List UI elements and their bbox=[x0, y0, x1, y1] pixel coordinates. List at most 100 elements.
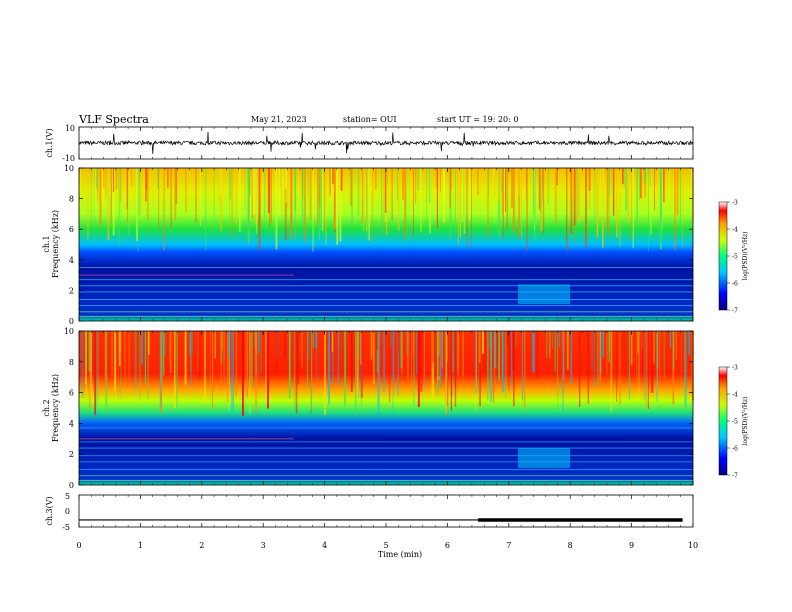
spectrogram-streak bbox=[593, 168, 595, 215]
spectrogram-streak bbox=[540, 168, 543, 231]
spectrogram-streak bbox=[246, 331, 248, 397]
spectrogram-streak bbox=[407, 331, 409, 379]
ch1-waveform-trace bbox=[78, 131, 694, 155]
spectrogram-streak bbox=[431, 331, 433, 397]
colorbar-tick-label: -5 bbox=[732, 419, 738, 426]
spectrogram-streak bbox=[235, 331, 237, 397]
spectrogram-streak bbox=[370, 168, 372, 190]
spectrogram-streak bbox=[556, 168, 557, 184]
spectrogram-streak bbox=[636, 168, 638, 227]
spectrogram-streak bbox=[420, 331, 423, 392]
spectrogram-streak bbox=[611, 168, 613, 194]
spectrogram-streak bbox=[351, 331, 353, 392]
spectrogram-streak bbox=[85, 331, 87, 394]
spectrogram-streak bbox=[441, 331, 443, 368]
spectrogram-streak bbox=[220, 168, 222, 196]
spectrogram-streak bbox=[355, 331, 357, 415]
spectrogram-streak bbox=[548, 168, 550, 205]
spectrogram-streak bbox=[642, 168, 644, 184]
spectrogram-streak bbox=[644, 331, 646, 401]
spectrogram-streak bbox=[625, 168, 627, 211]
spectrogram-streak bbox=[284, 168, 287, 190]
spectrogram-streak bbox=[158, 168, 160, 230]
spectrogram-streak bbox=[521, 168, 522, 237]
spectrogram-streak bbox=[432, 331, 434, 399]
spectrogram-streak bbox=[591, 331, 593, 371]
spectrogram-streak bbox=[511, 331, 513, 387]
spectrogram-streak bbox=[612, 168, 615, 216]
spectrogram-streak bbox=[438, 331, 440, 377]
spectrogram-streak bbox=[593, 331, 595, 388]
spectrogram-streak bbox=[518, 168, 521, 197]
spectrogram-streak bbox=[254, 168, 256, 214]
signal-patch bbox=[518, 448, 571, 469]
x-axis-label: Time (min) bbox=[378, 550, 422, 559]
spectrogram-streak bbox=[500, 168, 503, 184]
spectrogram-streak bbox=[587, 331, 589, 348]
spectrogram-streak bbox=[199, 331, 201, 380]
spectrogram-streak bbox=[337, 331, 340, 386]
spectrogram-streak bbox=[316, 331, 318, 380]
spectrogram-streak bbox=[513, 331, 515, 407]
spectrogram-streak bbox=[463, 168, 465, 232]
spectrogram-streak bbox=[88, 331, 91, 371]
spectrogram-streak bbox=[256, 168, 257, 234]
colorbar-ch2: -3 -4 -5 -6 -7 log(PSD)(V²/Hz) bbox=[718, 365, 749, 480]
spectrogram-streak bbox=[245, 331, 246, 409]
spectrogram-streak bbox=[160, 331, 163, 413]
spectrogram-streak bbox=[493, 168, 495, 223]
spectrogram-streak bbox=[235, 168, 237, 224]
spectrogram-streak bbox=[585, 168, 587, 248]
spectrogram-streak bbox=[104, 331, 107, 387]
spectrogram-streak bbox=[522, 168, 524, 189]
spectrogram-streak bbox=[228, 331, 231, 359]
spectrogram-streak bbox=[221, 331, 223, 350]
spectrogram-streak bbox=[295, 331, 298, 414]
ch1-spec-ylabel: Frequency (kHz) bbox=[51, 210, 60, 278]
spectrogram-streak bbox=[685, 331, 687, 407]
spectrogram-streak bbox=[411, 331, 413, 392]
spectrogram-streak bbox=[637, 331, 639, 354]
spectrogram-streak bbox=[450, 168, 452, 190]
spectrogram-streak bbox=[390, 331, 392, 347]
spectrogram-streak bbox=[197, 331, 199, 372]
spectrogram-streak bbox=[119, 331, 121, 367]
spectrogram-streak bbox=[113, 168, 115, 192]
spectrogram-streak bbox=[307, 168, 309, 198]
spectrogram-streak bbox=[436, 168, 438, 229]
spectrogram-streak bbox=[120, 331, 122, 399]
spectrogram-streak bbox=[454, 168, 456, 236]
spectrogram-streak bbox=[254, 168, 257, 187]
spectrogram-streak bbox=[120, 168, 122, 202]
spectrogram-streak bbox=[360, 331, 363, 406]
spectrogram-streak bbox=[406, 168, 407, 242]
spectrogram-streak bbox=[80, 168, 82, 204]
spectrogram-streak bbox=[312, 168, 314, 252]
station-label: station= OUI bbox=[343, 115, 397, 124]
spectrogram-streak bbox=[413, 331, 414, 355]
spectrogram-streak bbox=[674, 168, 676, 250]
spectrogram-streak bbox=[578, 168, 581, 222]
spectrogram-streak bbox=[432, 331, 435, 363]
spectrogram-streak bbox=[229, 168, 231, 200]
spectrogram-streak bbox=[336, 168, 339, 245]
spectrogram-streak bbox=[95, 331, 97, 416]
ch1-spec-ytick-label: 10 bbox=[64, 164, 74, 173]
ch3-ytick-top: 5 bbox=[65, 492, 70, 501]
spectrogram-streak bbox=[189, 331, 191, 355]
spectrogram-streak bbox=[423, 331, 425, 378]
spectrogram-streak bbox=[384, 168, 387, 213]
spectrogram-streak bbox=[248, 168, 251, 195]
spectrogram-streak bbox=[119, 331, 122, 352]
spectrogram-streak bbox=[284, 168, 287, 241]
spectrogram-streak bbox=[439, 331, 441, 388]
ch3-ytick-mid: 0 bbox=[65, 507, 70, 516]
spectrogram-streak bbox=[191, 331, 193, 354]
spectrogram-streak bbox=[426, 168, 428, 228]
ch1-spec-ytick-label: 0 bbox=[69, 317, 74, 326]
spectrogram-streak bbox=[331, 331, 333, 353]
spectrogram-streak bbox=[638, 331, 640, 400]
spectrogram-streak bbox=[318, 168, 321, 207]
spectrogram-streak bbox=[376, 331, 378, 350]
spectrogram-streak bbox=[294, 168, 296, 238]
